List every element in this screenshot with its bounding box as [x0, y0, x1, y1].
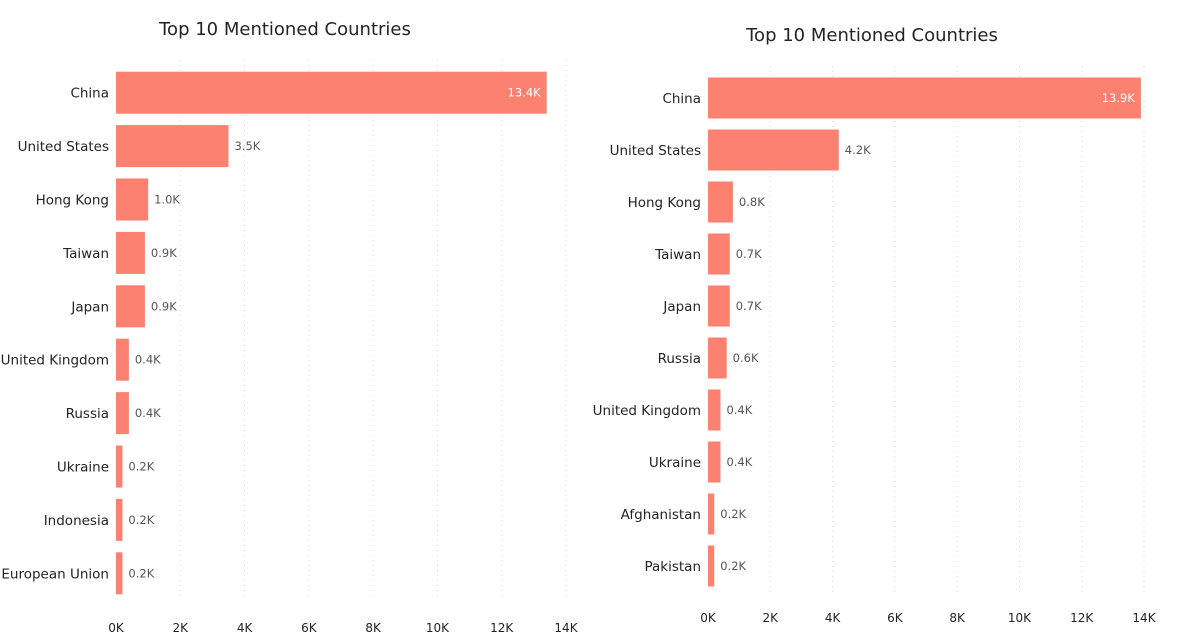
- data-label: 0.2K: [128, 460, 154, 474]
- category-label: Russia: [658, 351, 701, 367]
- x-tick-label: 4K: [237, 621, 254, 635]
- bar: [708, 545, 715, 587]
- x-tick-label: 2K: [763, 611, 780, 625]
- data-label: 0.4K: [726, 455, 752, 469]
- data-label: 0.9K: [151, 299, 177, 313]
- data-label: 0.4K: [135, 353, 161, 367]
- data-label: 0.7K: [736, 247, 762, 261]
- data-label: 13.4K: [508, 86, 542, 100]
- bar-chart-1: Top 10 Mentioned Countries 0K 2K 4K 6K 8K 10K 1…: [1, 19, 579, 635]
- bar: [116, 552, 123, 595]
- category-label: Indonesia: [44, 513, 109, 529]
- bar: [116, 392, 129, 435]
- bar: [116, 125, 229, 168]
- bar: [708, 233, 730, 275]
- bar: [708, 337, 727, 379]
- bar: [116, 285, 145, 328]
- category-label: Taiwan: [62, 246, 109, 262]
- data-label: 0.2K: [128, 566, 154, 580]
- category-label: China: [662, 91, 701, 107]
- category-label: Pakistan: [644, 559, 701, 575]
- bar: [708, 129, 839, 171]
- data-label: 0.7K: [736, 299, 762, 313]
- category-label: Afghanistan: [621, 507, 701, 523]
- data-label: 0.4K: [135, 406, 161, 420]
- category-label: United Kingdom: [593, 403, 701, 419]
- bar: [708, 285, 730, 327]
- data-label: 0.2K: [720, 559, 746, 573]
- bar: [708, 181, 733, 223]
- category-label: Ukraine: [649, 455, 701, 471]
- data-label: 0.6K: [733, 351, 759, 365]
- category-label: Hong Kong: [36, 193, 109, 209]
- category-label: Taiwan: [654, 247, 701, 263]
- bar: [116, 71, 547, 114]
- x-tick-label: 0K: [700, 611, 717, 625]
- data-label: 0.2K: [720, 507, 746, 521]
- x-tick-label: 8K: [365, 621, 382, 635]
- bar: [116, 338, 129, 381]
- data-label: 3.5K: [235, 139, 261, 153]
- x-tick-label: 12K: [490, 621, 514, 635]
- bar: [708, 441, 721, 483]
- chart-title: Top 10 Mentioned Countries: [745, 25, 998, 46]
- x-tick-label: 2K: [173, 621, 190, 635]
- x-tick-label: 10K: [426, 621, 450, 635]
- bar: [116, 445, 123, 488]
- x-tick-label: 8K: [949, 611, 966, 625]
- category-label: European Union: [1, 566, 109, 582]
- bar-chart-2: Top 10 Mentioned Countries 0K 2K 4K 6K 8K 10K 1…: [593, 25, 1157, 625]
- category-label: United Kingdom: [1, 353, 109, 369]
- bar: [708, 493, 715, 535]
- category-label: Russia: [66, 406, 109, 422]
- bar: [116, 178, 149, 221]
- data-label: 1.0K: [154, 193, 180, 207]
- bar: [708, 77, 1141, 119]
- category-label: Ukraine: [57, 460, 109, 476]
- category-label: Hong Kong: [628, 195, 701, 211]
- data-label: 0.9K: [151, 246, 177, 260]
- x-tick-label: 14K: [554, 621, 578, 635]
- x-tick-label: 10K: [1008, 611, 1032, 625]
- category-label: United States: [18, 139, 109, 155]
- bar: [116, 231, 145, 274]
- data-label: 0.8K: [739, 195, 765, 209]
- x-tick-label: 14K: [1132, 611, 1156, 625]
- x-tick-label: 12K: [1070, 611, 1094, 625]
- x-tick-label: 6K: [301, 621, 318, 635]
- bar: [116, 498, 123, 541]
- category-label: Japan: [70, 299, 109, 315]
- x-tick-label: 4K: [825, 611, 842, 625]
- x-tick-label: 6K: [887, 611, 904, 625]
- data-label: 0.2K: [128, 513, 154, 527]
- data-label: 0.4K: [726, 403, 752, 417]
- x-tick-label: 0K: [108, 621, 125, 635]
- category-label: Japan: [662, 299, 701, 315]
- category-label: United States: [610, 143, 701, 159]
- data-label: 13.9K: [1102, 91, 1136, 105]
- chart-title: Top 10 Mentioned Countries: [158, 19, 411, 40]
- category-label: China: [70, 86, 109, 102]
- bar: [708, 389, 721, 431]
- data-label: 4.2K: [845, 143, 871, 157]
